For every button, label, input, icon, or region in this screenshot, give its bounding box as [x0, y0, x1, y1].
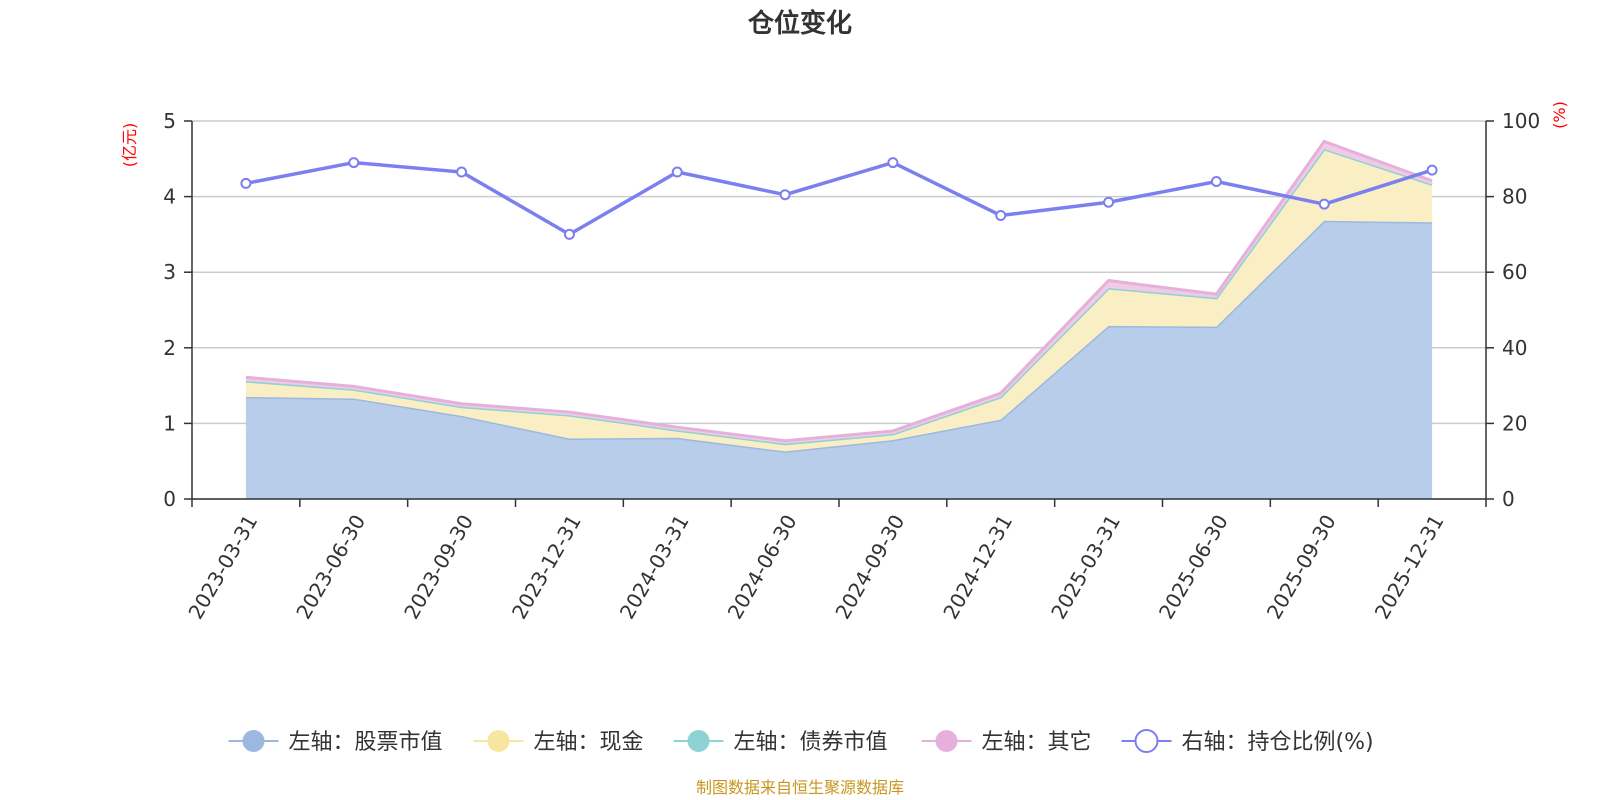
legend-marker-icon — [487, 730, 510, 752]
holding-ratio-point — [995, 210, 1007, 221]
legend-label: 左轴：其它 — [982, 730, 1092, 755]
x-axis-tick-label: 2023-12-31 — [507, 511, 586, 624]
holding-ratio-point — [1210, 175, 1222, 187]
left-axis-tick-label: 3 — [163, 260, 176, 284]
x-axis-tick-label: 2025-03-31 — [1046, 511, 1125, 624]
right-axis-tick-label: 80 — [1502, 185, 1527, 209]
right-axis-tick-label: 20 — [1502, 411, 1527, 435]
stacked-areas — [245, 139, 1433, 500]
legend-marker-icon — [242, 730, 265, 752]
legend-marker-icon — [935, 730, 958, 752]
holding-ratio-point — [1426, 164, 1438, 176]
legend-item: 左轴：股票市值 — [228, 730, 443, 755]
x-axis-tick-label: 2024-09-30 — [830, 511, 909, 624]
right-axis-tick-label: 60 — [1502, 260, 1527, 284]
right-axis-unit: (%) — [1550, 101, 1569, 129]
holding-ratio-line — [240, 157, 1438, 240]
legend-item: 左轴：其它 — [921, 730, 1092, 755]
left-axis-tick-label: 5 — [163, 109, 176, 133]
x-axis-tick-label: 2024-12-31 — [938, 511, 1017, 624]
holding-ratio-point — [348, 157, 360, 169]
legend-label: 左轴：现金 — [534, 730, 644, 755]
holding-ratio-point — [1103, 196, 1115, 208]
legend-marker-icon — [687, 730, 710, 752]
legend-label: 左轴：股票市值 — [289, 730, 443, 755]
right-axis-tick-label: 0 — [1502, 487, 1515, 511]
left-axis-tick-label: 0 — [163, 487, 176, 511]
x-axis-tick-label: 2023-03-31 — [183, 511, 262, 624]
x-axis-tick-label: 2025-06-30 — [1154, 511, 1233, 624]
x-axis-tick-label: 2024-03-31 — [615, 511, 694, 624]
left-axis-tick-label: 4 — [163, 185, 176, 209]
x-axis-tick-label: 2023-09-30 — [399, 511, 478, 624]
holding-ratio-path — [245, 160, 1433, 237]
area-series-2 — [245, 148, 1433, 452]
holding-ratio-point — [240, 177, 252, 189]
holding-ratio-point — [1318, 198, 1330, 210]
area-series-1 — [245, 220, 1433, 500]
holding-ratio-point — [671, 166, 683, 178]
legend-label: 右轴：持仓比例(%) — [1182, 730, 1374, 755]
legend-marker-icon — [1134, 729, 1159, 753]
holding-ratio-point — [563, 228, 575, 240]
holding-ratio-point — [456, 166, 468, 178]
legend-label: 左轴：债券市值 — [734, 730, 888, 755]
left-axis-tick-label: 2 — [163, 336, 176, 360]
legend-item: 左轴：现金 — [473, 730, 644, 755]
legend-item: 右轴：持仓比例(%) — [1121, 729, 1374, 755]
holding-ratio-point — [779, 189, 791, 201]
x-axis-tick-label: 2025-12-31 — [1370, 511, 1449, 624]
right-axis-tick-label: 40 — [1502, 336, 1527, 360]
area-edge-series-4 — [245, 139, 1433, 443]
holding-ratio-point — [887, 157, 899, 169]
legend: 左轴：股票市值 左轴：现金 左轴：债券市值 左轴：其它 右轴：持仓比例(%) — [228, 729, 1374, 755]
x-axis-tick-label: 2024-06-30 — [723, 511, 802, 624]
left-axis-tick-label: 1 — [163, 411, 176, 435]
legend-item: 左轴：债券市值 — [673, 730, 888, 755]
chart-title: 仓位变化 — [747, 8, 852, 39]
x-axis-tick-label: 2025-09-30 — [1262, 511, 1341, 624]
right-axis-tick-label: 100 — [1502, 109, 1540, 133]
x-axis-tick-label: 2023-06-30 — [291, 511, 370, 624]
data-source-note: 制图数据来自恒生聚源数据库 — [696, 778, 904, 797]
left-axis-unit: (亿元) — [120, 123, 139, 168]
